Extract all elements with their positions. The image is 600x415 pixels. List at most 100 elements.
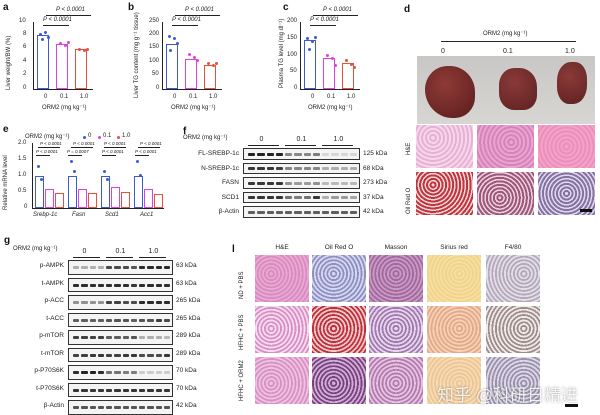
histo-row-label: ND + PBS (239, 271, 245, 299)
blot-group-label: 0 (82, 248, 87, 255)
chart-c-pval-top: P < 0.0001 (323, 7, 352, 13)
blot-protein-label: p-AMPK (39, 262, 64, 269)
panel-g-label: g (4, 235, 11, 246)
blot-protein-label: SCD1 (221, 193, 239, 201)
panel-c-label: c (283, 2, 289, 13)
blot-kda-label: 63 kDa (176, 279, 197, 287)
blot-kda-label: 63 kDa (176, 262, 197, 269)
histo-column-label: Masson (384, 244, 408, 251)
chart-b: Liver TG content (mg g⁻¹ tissue) 250 200… (125, 0, 270, 115)
liver-photo (417, 56, 595, 124)
blot-strip (68, 330, 173, 345)
chart-e: ORM2 (mg kg⁻¹) 0 0.1 1.0 Relative mRNA l… (0, 130, 170, 225)
chart-b-xlabel: ORM2 (mg kg⁻¹) (171, 105, 216, 111)
histo-column-label: F4/80 (504, 244, 522, 251)
blot-strip (68, 277, 173, 292)
histology-image (312, 255, 366, 302)
chart-a-xlabel: ORM2 (mg kg⁻¹) (42, 105, 87, 111)
blot-strip (243, 177, 360, 189)
blot-protein-label: t-ACC (46, 314, 64, 322)
blot-kda-label: 37 kDa (363, 193, 384, 201)
blot-strip (243, 206, 360, 218)
d-he-1 (477, 125, 534, 168)
histology-image (255, 306, 309, 353)
histology-image (427, 306, 481, 353)
histology-image (255, 357, 309, 404)
blot-kda-label: 70 kDa (176, 384, 197, 392)
chart-a-pval-bottom: P < 0.0001 (43, 17, 72, 23)
d-oro-0 (416, 172, 473, 215)
histology-image (369, 255, 423, 302)
blot-group-label: 1.0 (333, 136, 344, 143)
blot-protein-label: p-mTOR (39, 332, 64, 339)
blot-protein-label: FASN (222, 179, 239, 186)
blot-strip (68, 400, 173, 415)
panel-d-row-oilredo: Oil Red O (406, 187, 412, 214)
blot-kda-label: 42 kDa (176, 402, 197, 409)
d-scale-bar (580, 209, 592, 212)
chart-a-pval-top: P < 0.0001 (56, 7, 85, 13)
panel-d-label: d (404, 4, 411, 15)
blot-group-label: 0.1 (296, 136, 307, 143)
chart-e-legend-title: ORM2 (mg kg⁻¹) (25, 134, 70, 140)
histo-row-label: HFHC + ORM2 (239, 360, 245, 401)
blot-kda-label: 68 kDa (363, 164, 384, 172)
blot-protein-label: p-P70S6K (34, 367, 64, 374)
histology-image (427, 255, 481, 302)
chart-b-ylabel: Liver TG content (mg g⁻¹ tissue) (134, 12, 140, 98)
histology-image (369, 306, 423, 353)
blot-group-label: 1.0 (148, 248, 159, 255)
blot-kda-label: 289 kDa (176, 349, 201, 357)
panel-b-label: b (128, 2, 135, 13)
histo-column-label: Sirius red (440, 244, 468, 251)
panel-l-label: l (232, 244, 235, 255)
d-he-0 (416, 125, 473, 168)
histology-image (312, 357, 366, 404)
blot-kda-label: 42 kDa (363, 208, 384, 215)
panel-f-label: f (183, 126, 187, 137)
chart-b-pval-top: P < 0.0001 (185, 7, 214, 13)
histology-image (369, 357, 423, 404)
blot-protein-label: t-P70S6K (36, 384, 64, 392)
chart-c-xlabel: ORM2 (mg kg⁻¹) (308, 105, 353, 111)
blot-strip (68, 295, 173, 310)
histo-row-label: HFHC + PBS (239, 314, 245, 350)
blot-kda-label: 289 kDa (176, 332, 201, 339)
blot-protein-label: p-ACC (44, 297, 64, 304)
blot-strip (243, 162, 360, 174)
panel-d-row-he: H&E (406, 142, 412, 155)
blot-protein-label: β-Actin (218, 208, 239, 215)
chart-c-ylabel: Plasma TG level (mg dl⁻¹) (279, 18, 285, 88)
blot-strip (68, 312, 173, 327)
panel-e-label: e (3, 124, 9, 135)
chart-a: Liver weight/BW (%) 10 8 6 4 2 0 P < 0.0… (0, 0, 145, 115)
blot-kda-label: 273 kDa (363, 179, 388, 186)
blot-strip (68, 382, 173, 397)
chart-c-pval-bottom: P < 0.0001 (310, 17, 339, 23)
chart-e-ylabel: Relative mRNA level (3, 155, 9, 210)
blot-kda-label: 70 kDa (176, 367, 197, 374)
d-he-2 (538, 125, 595, 168)
blot-protein-label: β-Actin (43, 402, 64, 409)
blot-kda-label: 265 kDa (176, 297, 201, 304)
panel-a-label: a (3, 2, 9, 13)
blot-kda-label: 125 kDa (363, 150, 388, 157)
blot-protein-label: t-AMPK (41, 279, 64, 287)
histo-column-label: H&E (275, 244, 289, 251)
blot-group-label: 0 (259, 136, 264, 143)
d-oro-2 (538, 172, 595, 215)
histology-image (486, 306, 540, 353)
blot-strip (68, 365, 173, 380)
blot-protein-label: FL-SREBP-1c (198, 150, 239, 157)
blot-strip (243, 191, 360, 203)
histology-image (486, 357, 540, 404)
panel-d-header: ORM2 (mg kg⁻¹) (483, 31, 528, 37)
histology-image (427, 357, 481, 404)
blot-group-label: 0.1 (115, 248, 126, 255)
blot-protein-label: t-mTOR (41, 349, 64, 357)
watermark: 知乎 @科研日精进 (437, 386, 578, 405)
blot-protein-label: N-SREBP-1c (201, 164, 239, 172)
blot-strip (243, 148, 360, 160)
chart-a-ylabel: Liver weight/BW (%) (6, 35, 12, 90)
d-oro-1 (477, 172, 534, 215)
